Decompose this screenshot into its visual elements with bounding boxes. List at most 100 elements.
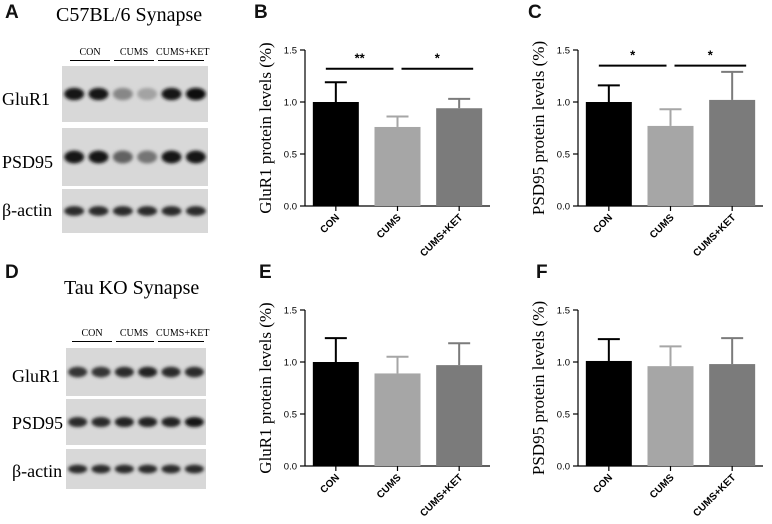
y-axis-label: PSD95 protein levels (%): [529, 41, 548, 215]
blot-band: [161, 464, 181, 474]
blot-band: [114, 366, 134, 378]
protein-label-psd95-a: PSD95: [2, 152, 54, 172]
blot-background: [62, 189, 208, 233]
blot-band: [64, 87, 85, 101]
blot-band: [64, 206, 85, 216]
x-tick-label: CON: [591, 212, 615, 236]
blot-band: [184, 464, 204, 474]
y-tick-label: 0.0: [284, 462, 297, 473]
x-tick-label: CUMS: [648, 472, 677, 501]
x-tick-label: CUMS+KET: [691, 212, 738, 259]
blot-band: [138, 464, 158, 474]
bar: [647, 125, 694, 206]
significance-label: *: [708, 48, 714, 63]
blot-title-a: C57BL/6 Synapse: [56, 4, 203, 26]
lane-line-cumsket-a: [158, 60, 204, 61]
blot-band: [68, 464, 88, 474]
blot-background: [66, 348, 206, 396]
blot-band: [184, 366, 204, 378]
y-tick-label: 1.5: [284, 46, 297, 57]
y-axis-label: GluR1 protein levels (%): [256, 42, 275, 213]
blot-band: [138, 416, 158, 428]
blot-strip-glur1-a: [62, 66, 208, 122]
panel-letter-c: C: [528, 2, 542, 23]
protein-label-actin-a: β-actin: [2, 200, 53, 220]
blot-title-d: Tau KO Synapse: [64, 277, 200, 299]
chart-c: PSD95 protein levels (%) 0.0 0.5 1.0 1.5 CON C…: [529, 41, 763, 259]
bar: [374, 126, 421, 206]
blot-background: [62, 128, 208, 186]
chart-f: PSD95 protein levels (%) 0.0 0.5 1.0 1.5 CON C…: [529, 301, 763, 519]
protein-label-psd95-d: PSD95: [12, 413, 64, 433]
protein-label-glur1-d: GluR1: [12, 366, 61, 386]
blot-band: [88, 87, 109, 101]
blot-band: [68, 366, 88, 378]
blot-band: [161, 366, 181, 378]
blot-band: [161, 206, 182, 216]
bar: [647, 366, 694, 466]
blot-band: [64, 150, 85, 164]
blot-background: [66, 399, 206, 445]
x-tick-label: CUMS: [375, 472, 404, 501]
blot-band: [185, 150, 206, 164]
lane-line-cumsket-d: [158, 341, 204, 342]
blot-band: [88, 150, 109, 164]
blot-band: [137, 87, 158, 101]
significance-label: *: [435, 51, 441, 66]
x-tick-label: CUMS: [375, 212, 404, 241]
y-tick-label: 0.5: [284, 150, 297, 161]
panel-letter-f: F: [536, 262, 548, 283]
panel-letter-a: A: [5, 2, 19, 23]
panel-letter-b: B: [254, 2, 268, 23]
blot-band: [185, 206, 206, 216]
blot-band: [185, 87, 206, 101]
chart-b: GluR1 protein levels (%) 0.0 0.5 1.0 1.5 CON C…: [256, 42, 490, 259]
y-tick-label: 1.0: [557, 98, 570, 109]
blot-band: [161, 150, 182, 164]
x-tick-label: CUMS+KET: [418, 472, 465, 519]
blot-band: [137, 150, 158, 164]
blot-background: [66, 449, 206, 489]
blot-band: [161, 87, 182, 101]
lane-label-con-d: CON: [81, 328, 103, 339]
y-axis-label: PSD95 protein levels (%): [529, 301, 548, 475]
bar: [312, 362, 359, 466]
blot-background: [62, 66, 208, 122]
y-tick-label: 0.5: [557, 150, 570, 161]
y-tick-label: 0.5: [284, 410, 297, 421]
y-tick-label: 1.0: [557, 358, 570, 369]
x-tick-label: CUMS+KET: [418, 212, 465, 259]
blot-band: [114, 416, 134, 428]
blot-band: [137, 206, 158, 216]
lane-label-con-a: CON: [79, 47, 101, 58]
x-tick-label: CON: [591, 472, 615, 496]
x-tick-label: CON: [318, 472, 342, 496]
blot-band: [138, 366, 158, 378]
bar: [585, 360, 632, 466]
lane-line-cums-a: [114, 60, 154, 61]
bar: [436, 365, 483, 466]
blot-band: [114, 464, 134, 474]
blot-band: [161, 416, 181, 428]
lane-label-cums-d: CUMS: [119, 328, 149, 339]
blot-strip-psd95-a: [62, 128, 208, 186]
bar: [436, 108, 483, 206]
y-tick-label: 0.0: [284, 202, 297, 213]
bar: [312, 102, 359, 206]
y-tick-label: 1.0: [284, 358, 297, 369]
blot-band: [91, 464, 111, 474]
significance-label: **: [355, 51, 366, 66]
bar: [585, 102, 632, 206]
lane-label-cumsket-d: CUMS+KET: [156, 328, 210, 339]
blot-strip-psd95-d: [66, 399, 206, 445]
panel-letter-e: E: [259, 262, 272, 283]
significance-label: *: [630, 48, 636, 63]
protein-label-actin-d: β-actin: [12, 461, 63, 481]
lane-line-con-a: [70, 60, 110, 61]
panel-letter-d: D: [5, 262, 19, 283]
protein-label-glur1-a: GluR1: [2, 89, 51, 109]
y-tick-label: 1.5: [284, 306, 297, 317]
bar: [709, 364, 756, 466]
y-tick-label: 1.0: [284, 98, 297, 109]
blot-strip-glur1-d: [66, 348, 206, 396]
